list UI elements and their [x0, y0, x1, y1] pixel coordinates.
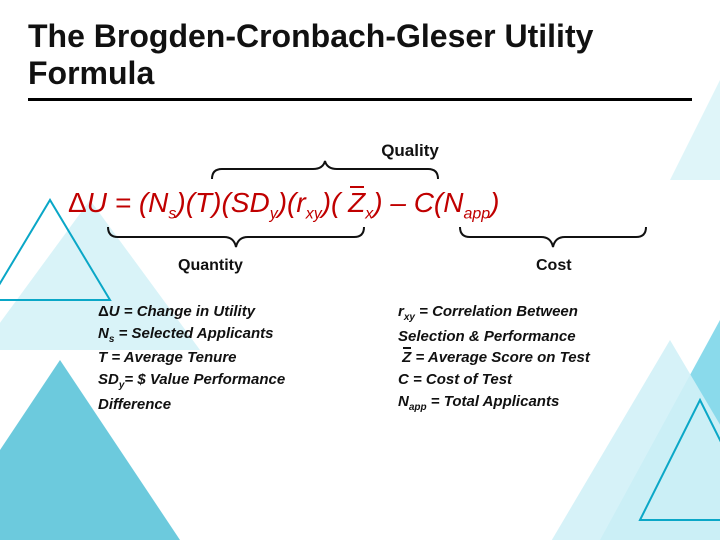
cost-label: Cost: [536, 257, 572, 275]
utility-formula: ΔU = (Ns)(T)(SDy)(rxy)( Zx) – C(Napp): [68, 187, 692, 224]
title-underline: [28, 98, 692, 101]
brace-quantity: [106, 225, 366, 249]
quantity-label: Quantity: [178, 257, 243, 275]
page-title: The Brogden-Cronbach-Gleser Utility Form…: [28, 18, 692, 92]
definitions-right: rxy = Correlation Between Selection & Pe…: [398, 301, 648, 415]
definitions: ΔU = Change in Utility Ns = Selected App…: [28, 301, 692, 415]
definitions-left: ΔU = Change in Utility Ns = Selected App…: [98, 301, 358, 415]
brace-top: [210, 159, 440, 181]
quality-label: Quality: [128, 141, 692, 161]
brace-cost: [458, 225, 648, 249]
